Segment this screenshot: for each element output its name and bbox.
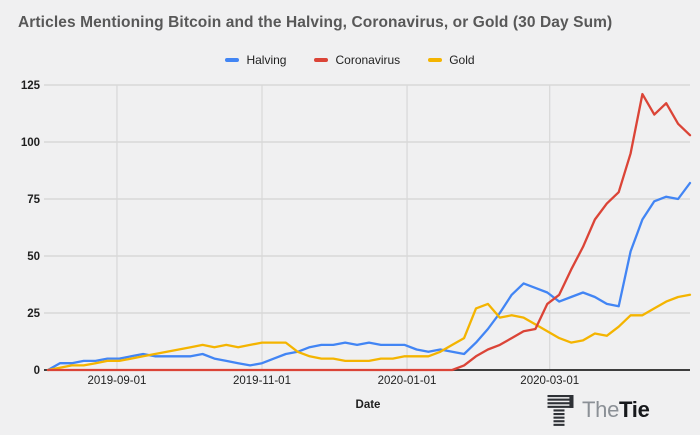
x-tick-label-2019-11-01: 2019-11-01 [233, 375, 291, 387]
y-tick-label-0: 0 [34, 365, 40, 377]
series-line-gold[interactable] [46, 293, 692, 372]
series-line-coronavirus[interactable] [46, 92, 692, 372]
legend-item-gold[interactable]: Gold [428, 53, 475, 67]
x-axis-title: Date [356, 399, 381, 411]
chart-legend: Halving Coronavirus Gold [0, 53, 700, 67]
y-tick-label-50: 50 [27, 251, 40, 263]
the-tie-logo-text: TheTie [582, 397, 650, 422]
legend-label-gold: Gold [449, 53, 475, 67]
halving-line-swatch-icon [225, 58, 240, 62]
x-tick-label-2020-03-01: 2020-03-01 [520, 375, 579, 387]
series-line-halving[interactable] [46, 181, 692, 372]
legend-item-coronavirus[interactable]: Coronavirus [314, 53, 400, 67]
x-tick-label-2020-01-01: 2020-01-01 [378, 375, 437, 387]
legend-label-coronavirus: Coronavirus [335, 53, 401, 67]
y-tick-label-100: 100 [21, 137, 40, 149]
legend-label-halving: Halving [246, 53, 287, 67]
the-tie-logo[interactable]: TheTie [547, 393, 650, 427]
coronavirus-line-swatch-icon [314, 58, 329, 62]
legend-item-halving[interactable]: Halving [225, 53, 286, 67]
the-tie-logo-icon [547, 395, 574, 426]
x-tick-label-2019-09-01: 2019-09-01 [88, 375, 147, 387]
y-tick-label-75: 75 [27, 194, 40, 206]
chart-title: Articles Mentioning Bitcoin and the Halv… [18, 14, 613, 31]
gold-line-swatch-icon [428, 58, 443, 62]
y-tick-label-125: 125 [21, 80, 41, 92]
y-tick-label-25: 25 [27, 308, 40, 320]
